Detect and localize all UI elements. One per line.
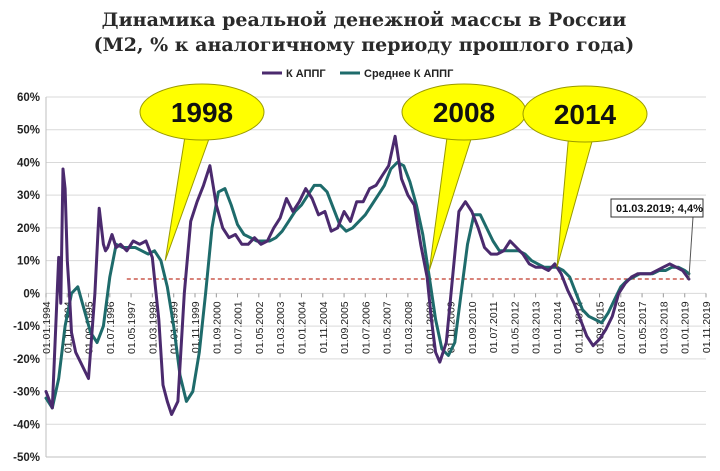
x-tick-label: 01.11.2014 bbox=[573, 301, 585, 353]
y-tick-label: 0% bbox=[23, 288, 40, 300]
legend-label-average-k-appg: Среднее К АППГ bbox=[364, 68, 454, 80]
callout-balloon bbox=[522, 85, 648, 143]
series-line-1 bbox=[44, 161, 691, 410]
x-tick-label: 01.03.2013 bbox=[531, 301, 543, 354]
x-tick-label: 01.09.2010 bbox=[467, 301, 479, 354]
x-tick-label: 01.11.2004 bbox=[318, 301, 330, 353]
callouts: 1998 2008 2014 bbox=[139, 83, 648, 271]
x-tick-label: 01.03.2003 bbox=[275, 301, 287, 354]
series-group bbox=[44, 134, 691, 416]
x-tick-label: 01.01.1994 bbox=[41, 301, 53, 354]
annotation-label: 01.03.2019; 4,4% bbox=[616, 203, 703, 215]
y-tick-label: 30% bbox=[17, 190, 40, 202]
x-tick-label: 01.01.2004 bbox=[296, 301, 308, 354]
chart-subtitle: (М2, % к аналогичному периоду прошлого г… bbox=[94, 34, 635, 56]
callout-1998: 1998 bbox=[139, 83, 265, 261]
callout-label: 2008 bbox=[433, 97, 495, 128]
legend: К АППГ Среднее К АППГ bbox=[262, 68, 454, 80]
x-tick-label: 01.07.2011 bbox=[488, 301, 500, 353]
y-tick-label: 50% bbox=[17, 125, 40, 137]
callout-label: 2014 bbox=[554, 99, 617, 130]
callout-balloon bbox=[139, 83, 265, 141]
y-tick-label: 10% bbox=[17, 256, 40, 268]
y-axis-ticks: -50% -40% -30% -20% -10% 0% 10% 20% 30% 40% 50% 60% bbox=[13, 92, 40, 464]
x-tick-label: 01.05.2007 bbox=[382, 301, 394, 354]
x-tick-label: 01.01.2014 bbox=[552, 301, 564, 354]
x-tick-label: 01.09.2015 bbox=[595, 301, 607, 354]
legend-label-k-appg: К АППГ bbox=[286, 68, 326, 80]
annotation: 01.03.2019; 4,4% bbox=[610, 198, 704, 279]
x-tick-label: 01.05.2017 bbox=[637, 301, 649, 354]
x-tick-label: 01.07.2016 bbox=[616, 301, 628, 354]
x-tick-label: 01.01.2019 bbox=[680, 301, 692, 354]
annotation-box bbox=[610, 198, 704, 218]
x-tick-label: 01.11.2019 bbox=[701, 301, 713, 353]
x-axis-ticks: 01.01.1994 01.11.1994 01.09.1995 01.07.1996… bbox=[41, 293, 713, 354]
y-tick-label: 60% bbox=[17, 92, 40, 104]
x-tick-label: 01.07.1996 bbox=[105, 301, 117, 354]
x-tick-label: 01.05.2012 bbox=[509, 301, 521, 354]
x-tick-label: 01.07.2006 bbox=[360, 301, 372, 354]
series-line-0 bbox=[44, 134, 691, 416]
y-tick-label: -10% bbox=[13, 321, 40, 333]
y-tick-label: -50% bbox=[13, 452, 40, 464]
callout-label: 1998 bbox=[171, 97, 233, 128]
x-tick-label: 01.07.2001 bbox=[233, 301, 245, 354]
callout-2014: 2014 bbox=[522, 85, 648, 268]
x-tick-label: 01.11.1999 bbox=[190, 301, 202, 353]
y-tick-label: -30% bbox=[13, 387, 40, 399]
x-tick-label: 01.03.1998 bbox=[147, 301, 159, 354]
annotation-leader bbox=[688, 216, 694, 279]
callout-2008: 2008 bbox=[401, 83, 527, 271]
x-tick-label: 01.05.1997 bbox=[126, 301, 138, 354]
x-tick-label: 01.03.2008 bbox=[403, 301, 415, 354]
y-tick-label: -20% bbox=[13, 354, 40, 366]
x-tick-label: 01.03.2018 bbox=[658, 301, 670, 354]
x-tick-label: 01.05.2002 bbox=[254, 301, 266, 354]
x-tick-label: 01.09.2005 bbox=[339, 301, 351, 354]
x-tick-label: 01.09.2000 bbox=[211, 301, 223, 354]
chart-title: Динамика реальной денежной массы в Росси… bbox=[102, 9, 627, 31]
y-tick-label: 40% bbox=[17, 157, 40, 169]
y-tick-label: -40% bbox=[13, 419, 40, 431]
y-tick-label: 20% bbox=[17, 223, 40, 235]
